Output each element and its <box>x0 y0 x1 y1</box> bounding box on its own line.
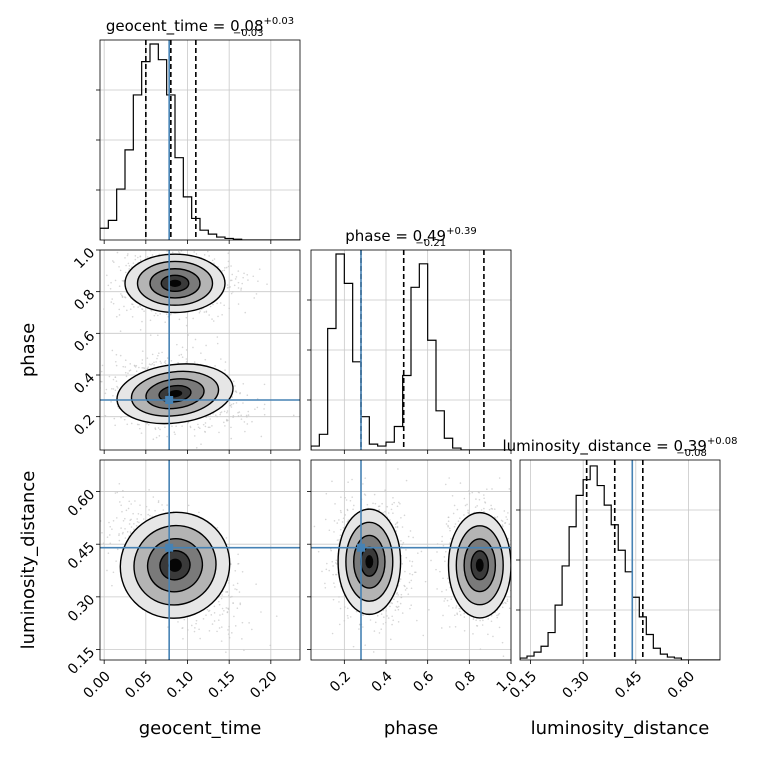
x-axis-label-geocent-time: geocent_time <box>139 718 262 739</box>
contour-geocent-time-vs-phase <box>149 268 201 299</box>
contour-geocent-time-vs-phase <box>124 253 226 314</box>
grid-luminosity-distance-hist <box>520 460 720 660</box>
contour-geocent-time-vs-luminosity-distance <box>146 538 204 593</box>
density-geocent-time-vs-phase <box>100 250 295 449</box>
x-tick-label-geocent-time: 0.00 <box>81 668 114 701</box>
contour-geocent-time-vs-phase <box>160 274 190 293</box>
contour-geocent-time-vs-phase <box>136 260 214 306</box>
title-geocent-time: geocent_time = 0.08+0.03 −0.03 <box>106 16 294 39</box>
y-tick-label-luminosity-distance: 0.60 <box>65 487 98 520</box>
x-axis-label-luminosity-distance: luminosity_distance <box>531 718 710 739</box>
y-tick-label-phase: 0.8 <box>71 287 98 314</box>
title-luminosity-distance: luminosity_distance = 0.39+0.08 −0.08 <box>502 436 737 459</box>
density-phase-vs-luminosity-distance <box>313 468 511 658</box>
x-axis-label-phase: phase <box>384 718 438 739</box>
x-tick-label-phase: 0.6 <box>410 668 437 695</box>
contour-geocent-time-vs-luminosity-distance <box>133 524 217 606</box>
contour-phase-vs-luminosity-distance <box>353 534 386 589</box>
contour-phase-vs-luminosity-distance <box>470 550 490 581</box>
x-tick-label-luminosity-distance: 0.60 <box>665 668 698 701</box>
contour-phase-vs-luminosity-distance <box>447 511 511 619</box>
truth-marker-geocent-time-vs-luminosity-distance <box>165 543 174 552</box>
histogram-phase <box>311 253 511 450</box>
contour-geocent-time-vs-phase <box>158 384 192 403</box>
y-tick-label-phase: 0.6 <box>71 328 98 355</box>
density-geocent-time-vs-luminosity-distance <box>100 482 278 653</box>
x-tick-label-phase: 0.4 <box>369 668 396 695</box>
panel-frame-phase-vs-luminosity-distance <box>310 459 512 661</box>
contour-phase-vs-luminosity-distance <box>345 521 394 602</box>
x-tick-label-phase: 0.2 <box>327 668 354 695</box>
contour-geocent-time-vs-phase <box>145 378 205 410</box>
x-tick-label-phase: 0.8 <box>452 668 479 695</box>
contour-geocent-time-vs-luminosity-distance <box>119 511 231 619</box>
panel-frame-geocent-time-vs-luminosity-distance <box>99 459 301 661</box>
x-tick-label-geocent-time: 0.20 <box>247 668 280 701</box>
y-tick-label-phase: 0.4 <box>71 370 98 397</box>
y-axis-label-phase: phase <box>18 323 39 377</box>
panel-frame-geocent-time-vs-phase <box>99 249 301 451</box>
x-tick-label-geocent-time: 0.05 <box>122 668 155 701</box>
histogram-luminosity-distance <box>520 465 720 660</box>
histogram-geocent-time <box>100 43 300 240</box>
y-tick-label-luminosity-distance: 0.15 <box>65 644 98 677</box>
contour-phase-vs-luminosity-distance <box>463 538 497 593</box>
contour-phase-vs-luminosity-distance <box>337 508 402 616</box>
y-tick-label-luminosity-distance: 0.30 <box>65 592 98 625</box>
title-phase: phase = 0.49+0.39 −0.21 <box>345 226 476 249</box>
contour-phase-vs-luminosity-distance <box>455 525 504 606</box>
truth-marker-phase-vs-luminosity-distance <box>357 543 365 552</box>
y-tick-label-phase: 1.0 <box>71 245 98 272</box>
y-tick-label-luminosity-distance: 0.45 <box>65 539 98 572</box>
x-tick-label-luminosity-distance: 0.30 <box>560 668 593 701</box>
contour-geocent-time-vs-phase <box>116 363 234 425</box>
x-tick-label-geocent-time: 0.10 <box>164 668 197 701</box>
truth-marker-geocent-time-vs-phase <box>165 396 174 404</box>
x-tick-label-luminosity-distance: 0.45 <box>612 668 645 701</box>
grid-geocent-time-hist <box>100 40 300 240</box>
y-axis-label-luminosity-distance: luminosity_distance <box>18 471 39 650</box>
y-tick-label-phase: 0.2 <box>71 412 98 439</box>
x-tick-label-geocent-time: 0.15 <box>206 668 239 701</box>
contour-geocent-time-vs-phase <box>130 370 220 417</box>
